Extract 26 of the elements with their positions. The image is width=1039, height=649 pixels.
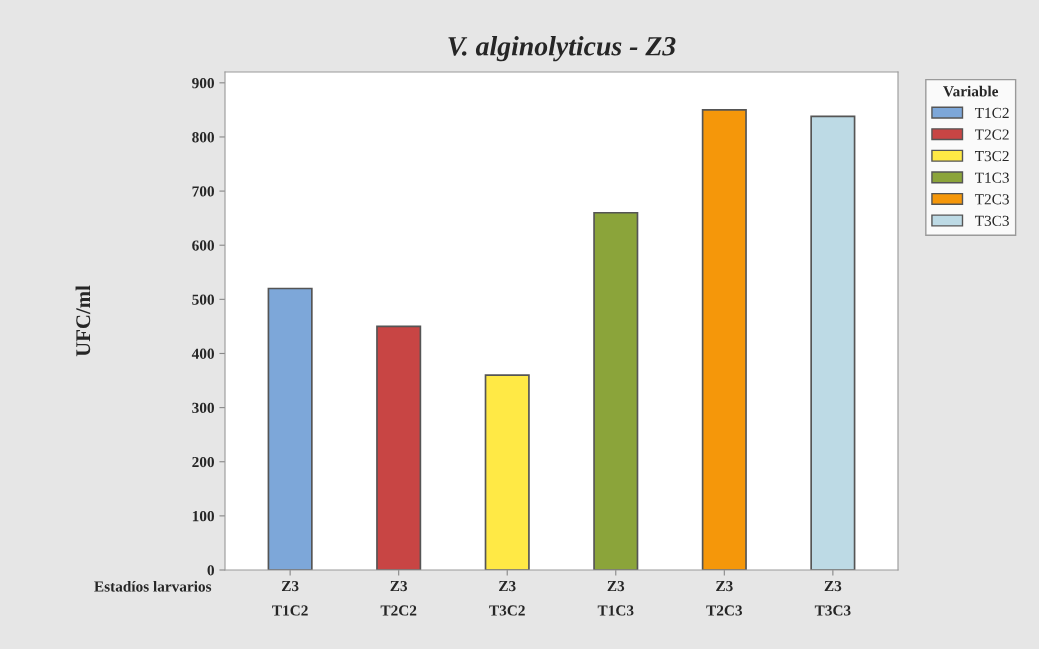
x-tick-label: Z3 T3C2	[489, 580, 525, 616]
y-tick-label: 700	[192, 186, 214, 197]
y-tick-label: 300	[192, 402, 214, 414]
legend-label: T2C2	[974, 129, 1009, 140]
y-tick-label: 0	[207, 565, 214, 576]
legend-label: T1C2	[974, 107, 1009, 119]
y-tick-label: 200	[192, 456, 214, 468]
y-tick-label: 600	[192, 240, 214, 251]
x-tick-label: Z3 T2C3	[706, 580, 743, 616]
y-tick-label: 500	[192, 294, 214, 305]
x-tick-label: Z3 T3C3	[814, 580, 851, 616]
y-tick-label: 400	[191, 348, 214, 359]
legend-label: T3C2	[974, 151, 1009, 162]
x-tick-label: Z3 T1C3	[597, 580, 634, 616]
y-tick-label: 900	[192, 77, 214, 89]
legend-label: T3C3	[974, 215, 1009, 227]
y-axis-title: UFC/ml	[75, 285, 91, 357]
legend-label: T1C3	[974, 172, 1009, 183]
chart-title: V. alginolyticus - Z3	[448, 36, 676, 62]
x-axis-title: Estadíos larvarios	[94, 580, 212, 592]
legend-title: Variable	[943, 85, 999, 97]
x-tick-label: Z3 T2C2	[380, 580, 417, 616]
y-tick-label: 100	[192, 511, 214, 522]
y-tick-label: 800	[192, 132, 214, 143]
legend-label: T2C3	[974, 194, 1009, 205]
x-tick-label: Z3 T1C2	[272, 580, 308, 616]
